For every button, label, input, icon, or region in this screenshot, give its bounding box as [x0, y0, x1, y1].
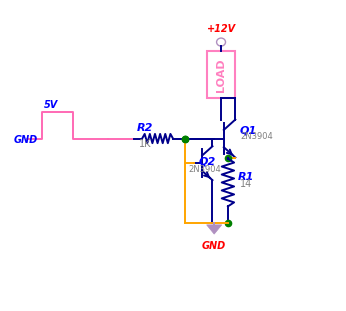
Text: GND: GND	[202, 241, 226, 251]
Text: 1K: 1K	[139, 139, 151, 149]
Text: Q2: Q2	[199, 157, 216, 167]
Text: 14: 14	[240, 179, 252, 189]
FancyBboxPatch shape	[207, 51, 235, 99]
Text: R2: R2	[137, 123, 153, 133]
Text: 2N3904: 2N3904	[240, 132, 273, 141]
Text: GND: GND	[13, 135, 38, 145]
Text: +12V: +12V	[207, 24, 236, 34]
Text: 5V: 5V	[44, 100, 58, 110]
Text: LOAD: LOAD	[216, 58, 226, 91]
Polygon shape	[207, 225, 222, 234]
Text: R1: R1	[238, 172, 255, 182]
Text: Q1: Q1	[240, 125, 257, 135]
Text: 2N3904: 2N3904	[189, 165, 221, 174]
